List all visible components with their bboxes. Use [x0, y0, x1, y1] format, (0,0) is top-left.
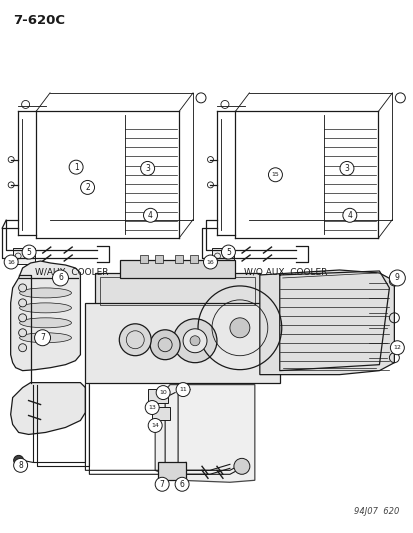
Text: 3: 3	[145, 164, 150, 173]
Text: 10: 10	[159, 390, 166, 395]
Text: 8: 8	[18, 461, 23, 470]
Circle shape	[119, 324, 151, 356]
Circle shape	[203, 255, 217, 269]
Circle shape	[14, 455, 24, 465]
Circle shape	[156, 385, 170, 400]
Polygon shape	[155, 385, 254, 482]
Bar	[100, 277, 254, 305]
Bar	[155, 255, 163, 263]
Circle shape	[342, 208, 356, 222]
Text: 5: 5	[225, 247, 230, 256]
Circle shape	[148, 418, 162, 432]
Text: 3: 3	[344, 164, 349, 173]
Bar	[13, 248, 35, 264]
Circle shape	[339, 161, 353, 175]
Circle shape	[19, 284, 26, 292]
Bar	[120, 260, 234, 278]
Bar	[148, 389, 168, 402]
Polygon shape	[11, 383, 85, 434]
Ellipse shape	[19, 288, 71, 298]
Circle shape	[69, 160, 83, 174]
Text: 4: 4	[148, 211, 152, 220]
Text: 16: 16	[206, 260, 214, 264]
Circle shape	[14, 458, 28, 472]
Circle shape	[221, 245, 235, 259]
Polygon shape	[259, 270, 394, 375]
Circle shape	[4, 255, 18, 269]
Text: 7: 7	[40, 333, 45, 342]
Text: 15: 15	[271, 172, 279, 177]
Text: 9: 9	[394, 273, 399, 282]
Ellipse shape	[19, 303, 71, 313]
Text: W/O AUX  COOLER: W/O AUX COOLER	[243, 268, 326, 277]
Text: W/AUX  COOLER: W/AUX COOLER	[35, 268, 108, 277]
Text: 2: 2	[85, 183, 90, 192]
Text: 7-620C: 7-620C	[13, 14, 64, 27]
Text: 13: 13	[148, 405, 156, 410]
Circle shape	[35, 330, 50, 346]
Circle shape	[143, 208, 157, 222]
Circle shape	[19, 299, 26, 307]
Bar	[95, 273, 259, 308]
Text: 94J07  620: 94J07 620	[353, 507, 399, 516]
Circle shape	[183, 329, 206, 353]
Circle shape	[155, 477, 169, 491]
Text: 6: 6	[58, 273, 63, 282]
Text: 5: 5	[26, 247, 31, 256]
Circle shape	[81, 181, 94, 195]
Text: 7: 7	[159, 480, 164, 489]
Circle shape	[22, 245, 36, 259]
Circle shape	[52, 270, 68, 286]
Ellipse shape	[19, 333, 71, 343]
Circle shape	[173, 319, 216, 362]
Text: 16: 16	[7, 260, 15, 264]
Circle shape	[175, 477, 189, 491]
Circle shape	[19, 344, 26, 352]
Bar	[175, 255, 183, 263]
Bar	[152, 407, 170, 421]
Circle shape	[150, 330, 180, 360]
Ellipse shape	[19, 318, 71, 328]
Bar	[190, 255, 197, 263]
Text: 6: 6	[179, 480, 184, 489]
Circle shape	[176, 383, 190, 397]
Text: 1: 1	[74, 163, 78, 172]
Circle shape	[145, 400, 159, 415]
Circle shape	[190, 336, 199, 346]
Text: 14: 14	[151, 423, 159, 428]
Circle shape	[233, 458, 249, 474]
Text: 12: 12	[392, 345, 400, 350]
Polygon shape	[11, 261, 80, 370]
Circle shape	[19, 314, 26, 322]
Bar	[85, 303, 279, 383]
Bar	[140, 255, 148, 263]
Circle shape	[389, 270, 404, 286]
Circle shape	[268, 168, 282, 182]
Circle shape	[140, 161, 154, 175]
Circle shape	[19, 329, 26, 337]
Text: 4: 4	[347, 211, 351, 220]
Circle shape	[389, 341, 404, 354]
Bar	[212, 248, 234, 264]
Circle shape	[229, 318, 249, 338]
Bar	[158, 462, 185, 480]
Text: 11: 11	[179, 387, 187, 392]
